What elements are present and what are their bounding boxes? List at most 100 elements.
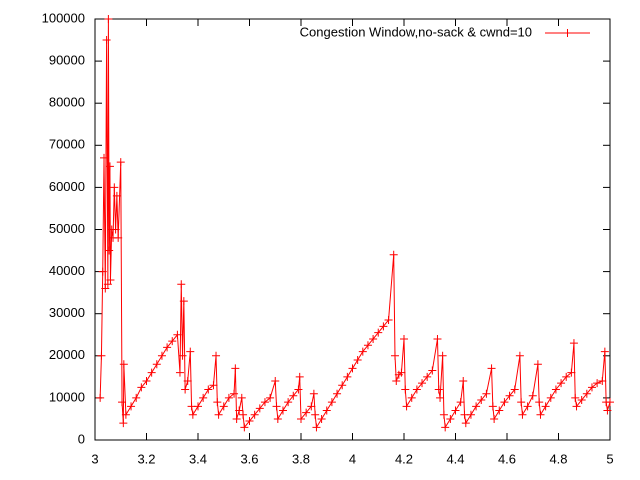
point — [572, 402, 581, 411]
point — [97, 351, 106, 360]
point — [436, 393, 445, 402]
x-tick-label: 3.6 — [240, 451, 258, 466]
legend-marker — [563, 29, 572, 37]
point — [112, 191, 121, 200]
point — [103, 280, 112, 289]
point — [546, 393, 555, 402]
point — [297, 414, 305, 423]
point — [557, 379, 566, 388]
point — [232, 414, 241, 423]
point — [237, 393, 246, 402]
point — [577, 396, 586, 405]
point — [224, 393, 233, 402]
point — [459, 377, 468, 386]
point — [384, 316, 393, 325]
point — [536, 410, 545, 419]
point — [183, 377, 192, 386]
point — [132, 393, 141, 402]
point — [278, 406, 287, 415]
point — [500, 398, 509, 407]
point — [488, 402, 497, 411]
point — [533, 360, 542, 369]
x-tick-label: 3 — [91, 451, 98, 466]
point — [307, 402, 316, 411]
point — [569, 339, 578, 348]
point — [179, 297, 188, 306]
point — [428, 366, 437, 375]
point — [535, 398, 544, 407]
point — [119, 360, 128, 369]
point — [235, 406, 244, 415]
point — [523, 402, 532, 411]
point — [407, 393, 416, 402]
point — [374, 328, 383, 337]
point — [389, 250, 398, 259]
x-tick-label: 4.8 — [549, 451, 567, 466]
x-tick-label: 3.2 — [137, 451, 155, 466]
point — [294, 385, 303, 394]
y-tick-label: 70000 — [49, 137, 85, 152]
point — [230, 389, 239, 398]
point — [245, 417, 254, 426]
point — [240, 423, 249, 432]
point — [239, 410, 248, 419]
point — [266, 393, 275, 402]
x-tick-label: 4 — [349, 451, 356, 466]
point — [423, 372, 432, 381]
point — [204, 385, 213, 394]
point — [338, 381, 347, 390]
point — [433, 334, 442, 343]
point — [102, 36, 111, 45]
y-tick-label: 20000 — [49, 347, 85, 362]
point — [213, 398, 222, 407]
point — [505, 391, 514, 400]
point — [466, 410, 475, 419]
point — [593, 379, 602, 388]
point — [194, 402, 202, 411]
point — [142, 377, 151, 386]
point — [495, 406, 504, 415]
point — [289, 391, 298, 400]
point — [528, 391, 537, 400]
point — [116, 158, 125, 167]
point — [541, 402, 550, 411]
point — [168, 337, 177, 346]
x-tick-label: 3.4 — [189, 451, 207, 466]
point — [517, 398, 526, 407]
point — [173, 330, 182, 339]
point — [379, 322, 388, 331]
point — [401, 385, 410, 394]
point — [343, 372, 352, 381]
point — [260, 398, 269, 407]
x-tick-label: 4.4 — [446, 451, 464, 466]
point — [582, 389, 591, 398]
point — [312, 423, 321, 432]
point — [369, 334, 378, 343]
y-tick-label: 50000 — [49, 221, 85, 236]
point — [397, 368, 406, 377]
point — [96, 393, 105, 402]
y-tick-label: 100000 — [42, 10, 85, 25]
point — [231, 364, 240, 373]
point — [309, 389, 318, 398]
point — [363, 341, 372, 350]
point — [434, 385, 443, 394]
point — [567, 368, 576, 377]
point — [271, 377, 280, 386]
point — [114, 233, 123, 242]
point — [322, 406, 331, 415]
point — [177, 280, 186, 289]
point — [284, 398, 293, 407]
point — [100, 153, 109, 162]
point — [348, 364, 357, 373]
point — [188, 410, 197, 419]
legend-label: Congestion Window,no-sack & cwnd=10 — [300, 24, 532, 39]
point — [250, 410, 259, 419]
point — [441, 423, 450, 432]
y-tick-label: 40000 — [49, 263, 85, 278]
point — [110, 183, 119, 192]
point — [446, 414, 455, 423]
point — [295, 372, 304, 381]
point — [302, 408, 311, 417]
y-tick-label: 90000 — [49, 53, 85, 68]
